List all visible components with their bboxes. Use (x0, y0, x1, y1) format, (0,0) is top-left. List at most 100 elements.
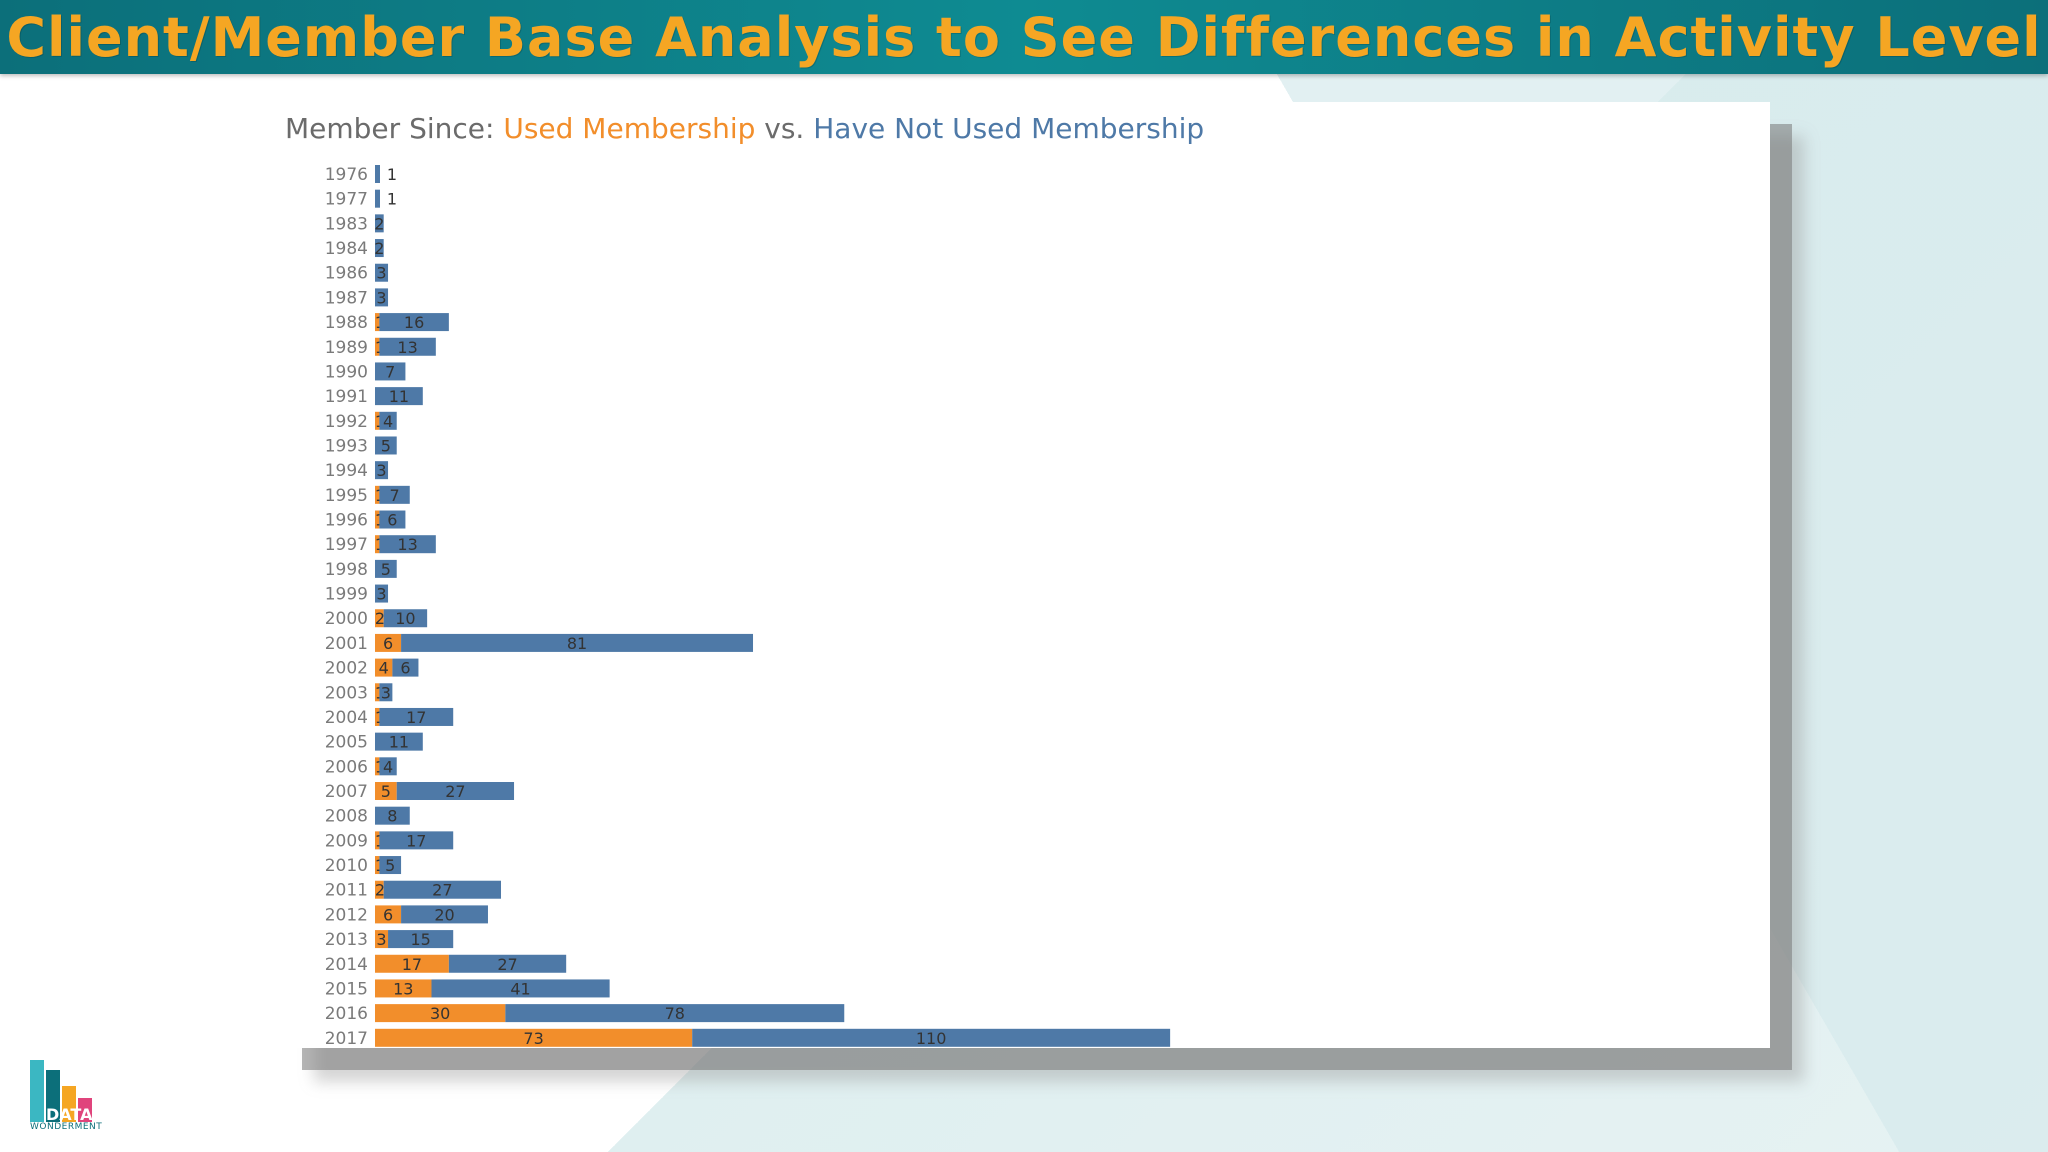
year-label-2006: 2006 (325, 757, 368, 777)
value-not-used-1976: 1 (387, 165, 397, 184)
value-not-used-1988: 16 (404, 313, 424, 332)
bar-used-1996 (375, 510, 380, 529)
year-label-2009: 2009 (325, 831, 368, 851)
year-label-1993: 1993 (325, 436, 368, 456)
year-label-1997: 1997 (325, 535, 368, 555)
bar-not-used-1997 (379, 535, 436, 554)
value-used-2002: 4 (379, 659, 389, 678)
year-label-2001: 2001 (325, 634, 368, 654)
value-used-2001: 6 (383, 634, 393, 653)
year-label-1999: 1999 (325, 585, 368, 605)
bar-not-used-2014 (448, 954, 567, 973)
bar-not-used-2004 (379, 707, 454, 726)
year-label-1976: 1976 (325, 165, 368, 185)
bar-not-used-1996 (379, 510, 406, 529)
page-title: Client/Member Base Analysis to See Diffe… (6, 5, 2042, 69)
bar-used-2001 (375, 633, 402, 652)
year-label-2010: 2010 (325, 856, 368, 876)
year-label-2002: 2002 (325, 659, 368, 679)
year-label-2015: 2015 (325, 979, 368, 999)
value-not-used-2000: 10 (395, 609, 415, 628)
chart-title-used: Used Membership (503, 112, 756, 145)
bar-used-2006 (375, 757, 380, 776)
bar-used-2000 (375, 609, 384, 628)
year-label-1992: 1992 (325, 412, 368, 432)
bar-not-used-2003 (379, 683, 393, 702)
year-label-1998: 1998 (325, 560, 368, 580)
bar-not-used-1983 (375, 214, 384, 233)
value-not-used-2011: 27 (432, 881, 452, 900)
value-not-used-2005: 11 (389, 733, 409, 752)
value-not-used-2016: 78 (665, 1004, 685, 1023)
bar-used-2015 (375, 979, 432, 998)
year-label-1994: 1994 (325, 461, 368, 481)
year-label-2003: 2003 (325, 683, 368, 703)
bar-used-1995 (375, 485, 380, 504)
chart-title-vs: vs. (755, 112, 814, 145)
bar-not-used-1990 (375, 362, 406, 381)
year-label-1995: 1995 (325, 486, 368, 506)
value-not-used-1993: 5 (381, 436, 391, 455)
value-not-used-2006: 4 (383, 757, 393, 776)
bar-not-used-2009 (379, 831, 454, 850)
value-not-used-2001: 81 (567, 634, 587, 653)
bar-not-used-1991 (375, 387, 423, 406)
value-not-used-2014: 27 (497, 955, 517, 974)
year-label-2016: 2016 (325, 1004, 368, 1024)
bar-not-used-2012 (401, 905, 488, 924)
value-not-used-1996: 6 (387, 511, 397, 530)
year-label-2008: 2008 (325, 807, 368, 827)
bar-not-used-1987 (375, 288, 389, 307)
year-label-2000: 2000 (325, 609, 368, 629)
year-label-1986: 1986 (325, 264, 368, 284)
bar-used-2010 (375, 856, 380, 875)
year-label-2017: 2017 (325, 1029, 368, 1049)
bar-used-2017 (375, 1028, 693, 1047)
value-used-2015: 13 (393, 979, 413, 998)
bar-not-used-1976 (375, 165, 380, 183)
year-label-1983: 1983 (325, 214, 368, 234)
bar-not-used-2002 (392, 658, 419, 677)
bar-not-used-2011 (383, 880, 502, 899)
bar-not-used-1995 (379, 485, 410, 504)
bar-used-2012 (375, 905, 402, 924)
year-label-1991: 1991 (325, 387, 368, 407)
value-not-used-1990: 7 (385, 362, 395, 381)
value-not-used-2002: 6 (400, 659, 410, 678)
value-not-used-2004: 17 (406, 708, 426, 727)
value-not-used-2003: 3 (381, 683, 391, 702)
bar-used-2009 (375, 831, 380, 850)
value-not-used-1984: 2 (374, 239, 384, 258)
value-not-used-1991: 11 (389, 387, 409, 406)
bar-used-2014 (375, 954, 449, 973)
value-not-used-2017: 110 (916, 1029, 947, 1048)
data-wonderment-logo: DATA (30, 1060, 93, 1124)
bar-used-2003 (375, 683, 380, 702)
year-label-2011: 2011 (325, 881, 368, 901)
chart-title-prefix: Member Since: (285, 112, 504, 145)
bar-not-used-1993 (375, 436, 397, 455)
header-bar: Client/Member Base Analysis to See Diffe… (0, 0, 2048, 74)
value-not-used-2012: 20 (434, 905, 454, 924)
chart-title: Member Since: Used Membership vs. Have N… (285, 112, 1204, 145)
value-used-2016: 30 (430, 1004, 450, 1023)
value-not-used-1992: 4 (383, 412, 393, 431)
year-label-1984: 1984 (325, 239, 368, 259)
year-label-2014: 2014 (325, 955, 368, 975)
bar-not-used-1999 (375, 584, 389, 603)
chart-title-not-used: Have Not Used Membership (813, 112, 1205, 145)
bar-used-1989 (375, 337, 380, 356)
chart-card (280, 102, 1770, 1048)
value-not-used-1997: 13 (397, 535, 417, 554)
value-not-used-2008: 8 (387, 807, 397, 826)
bar-not-used-2007 (396, 782, 515, 800)
logo-text-sub: WONDERMENT (30, 1122, 103, 1132)
value-not-used-2010: 5 (385, 856, 395, 875)
year-label-2013: 2013 (325, 930, 368, 950)
bar-used-2011 (375, 880, 384, 899)
bar-used-2002 (375, 658, 393, 677)
bar-not-used-2000 (383, 609, 428, 628)
year-label-2005: 2005 (325, 733, 368, 753)
bar-used-2016 (375, 1004, 506, 1023)
year-label-2012: 2012 (325, 905, 368, 925)
